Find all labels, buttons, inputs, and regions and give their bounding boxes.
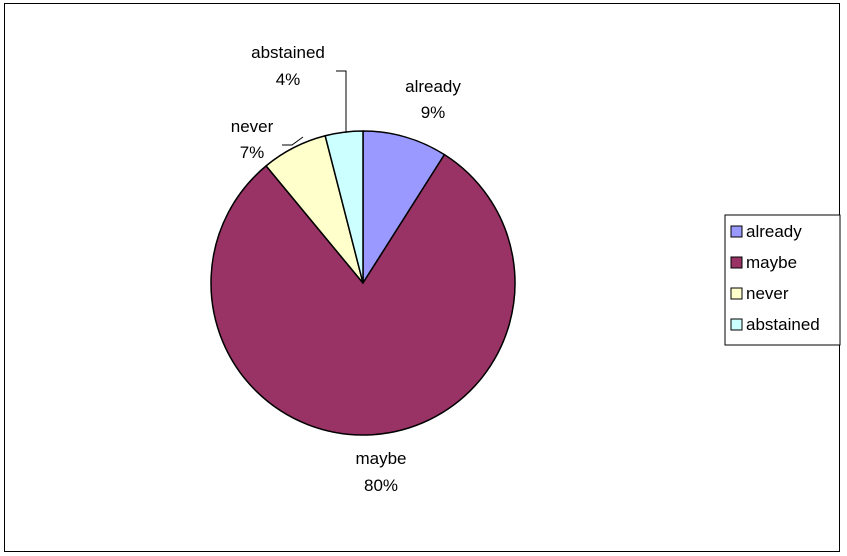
pie-slice-abstained xyxy=(324,130,364,284)
data-labels: already 9% maybe 80% never 7% abstained 4% xyxy=(231,43,462,495)
legend-swatch-never xyxy=(730,287,743,300)
leader-lines xyxy=(282,70,347,146)
legend-label-already: already xyxy=(746,222,802,241)
slice-percent-already: 9% xyxy=(421,103,446,122)
slice-percent-maybe: 80% xyxy=(364,476,398,495)
slice-label-already: already xyxy=(405,77,461,96)
legend-swatch-already xyxy=(730,225,743,238)
legend: already maybe never abstained xyxy=(724,214,841,346)
slice-label-maybe: maybe xyxy=(355,449,406,468)
pie-slice-already xyxy=(362,130,446,284)
pie-slice-maybe xyxy=(210,153,516,436)
legend-swatch-maybe xyxy=(730,256,743,269)
pie-slices xyxy=(210,130,516,436)
leader-line-never xyxy=(282,136,304,146)
slice-label-abstained: abstained xyxy=(251,43,325,62)
slice-percent-never: 7% xyxy=(240,143,265,162)
leader-line-abstained xyxy=(336,70,347,133)
legend-swatch-abstained xyxy=(730,318,743,331)
legend-label-abstained: abstained xyxy=(746,315,820,334)
slice-label-never: never xyxy=(231,117,274,136)
legend-label-maybe: maybe xyxy=(746,253,797,272)
legend-box xyxy=(724,214,841,346)
legend-label-never: never xyxy=(746,284,789,303)
slice-percent-abstained: 4% xyxy=(276,70,301,89)
